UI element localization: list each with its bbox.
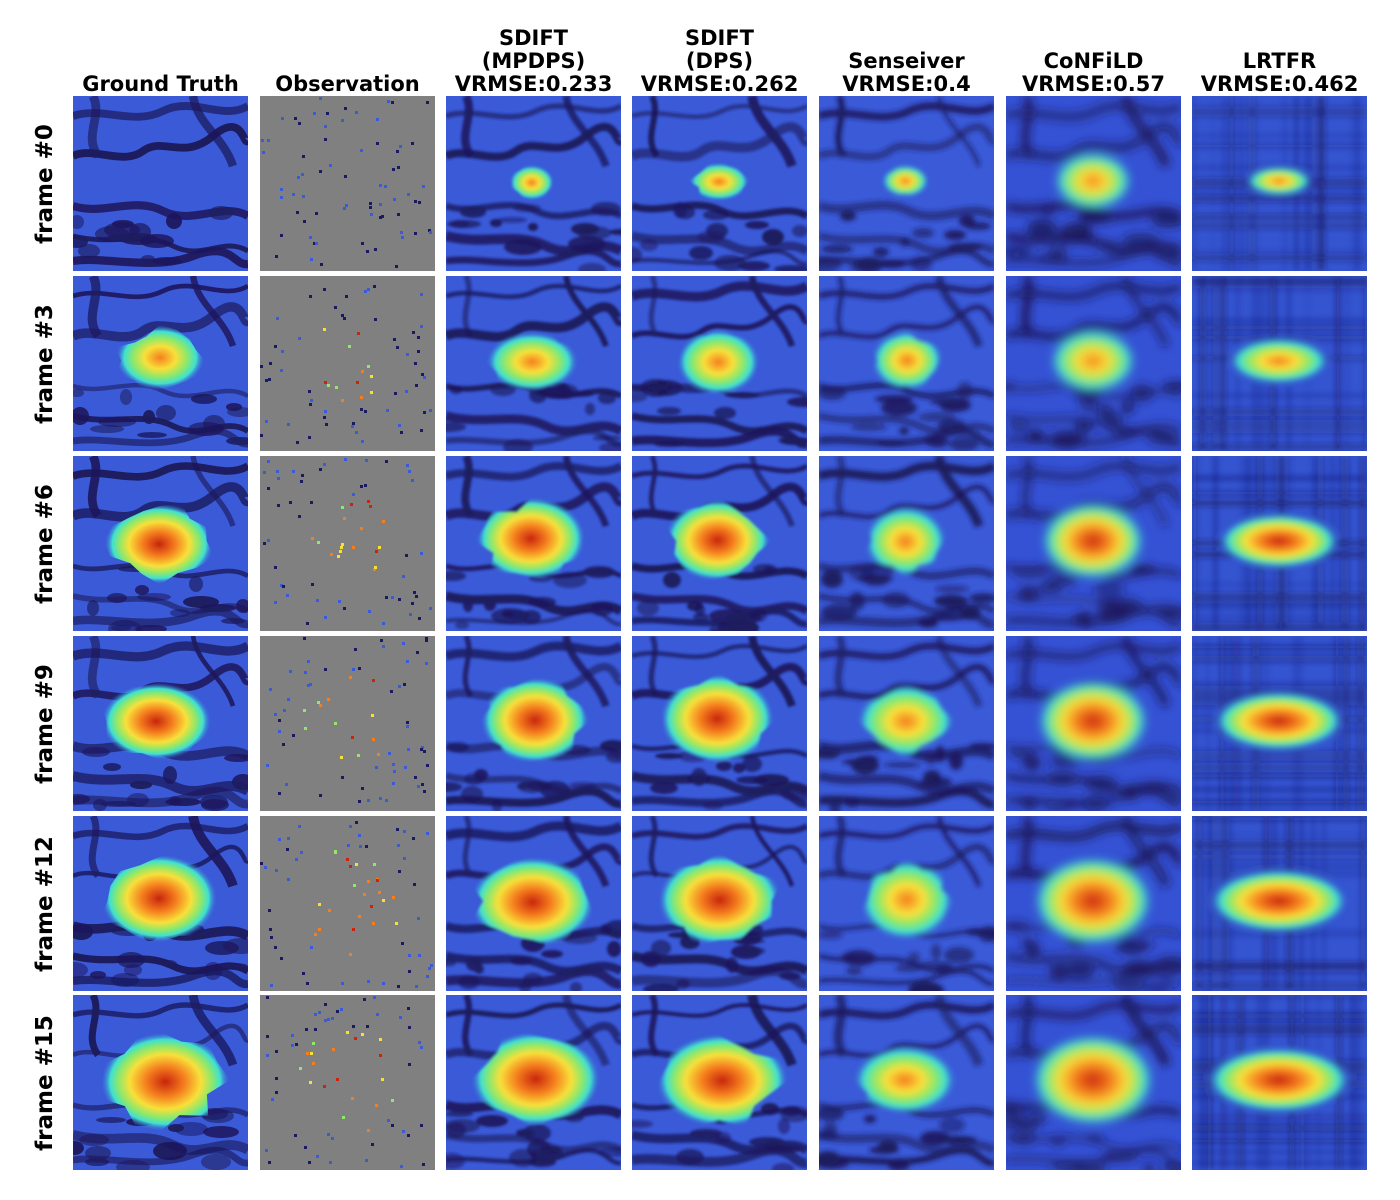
panel-gt-2 [73, 456, 248, 631]
column-title-line: (MPDPS) [481, 49, 586, 73]
panel-lrtfr-4 [1192, 816, 1367, 991]
column-title-line: Senseiver [848, 49, 965, 73]
panel-obs-0 [260, 96, 435, 271]
row-label-text: frame #3 [32, 303, 58, 424]
panel-sdift_mp-5 [446, 995, 621, 1170]
panel-sdift_dps-4 [632, 816, 807, 991]
panel-sense-3 [819, 636, 994, 811]
panel-lrtfr-5 [1192, 995, 1367, 1170]
panel-lrtfr-2 [1192, 456, 1367, 631]
panel-confild-2 [1006, 456, 1181, 631]
panel-sense-5 [819, 995, 994, 1170]
panel-sense-0 [819, 96, 994, 271]
column-title-line: Ground Truth [82, 72, 239, 96]
column-title-line: (DPS) [685, 49, 754, 73]
panel-sdift_mp-2 [446, 456, 621, 631]
panel-obs-1 [260, 276, 435, 451]
column-title-obs: Observation [255, 20, 441, 96]
panel-sdift_dps-3 [632, 636, 807, 811]
panel-sdift_dps-1 [632, 276, 807, 451]
column-title-lrtfr: LRTFR VRMSE:0.462 [1187, 20, 1373, 96]
column-title-line: Observation [275, 72, 420, 96]
panel-sdift_mp-0 [446, 96, 621, 271]
column-title-line: VRMSE:0.57 [1021, 72, 1165, 96]
row-label-text: frame #15 [32, 1014, 59, 1151]
row-label-text: frame #12 [32, 835, 59, 972]
column-title-line: VRMSE:0.262 [640, 72, 799, 96]
column-title-confild: CoNFiLD VRMSE:0.57 [1001, 20, 1187, 96]
column-title-line: CoNFiLD [1043, 49, 1144, 73]
column-title-sdift_dps: SDIFT (DPS) VRMSE:0.262 [627, 20, 813, 96]
panel-confild-5 [1006, 995, 1181, 1170]
panel-sense-1 [819, 276, 994, 451]
panel-lrtfr-0 [1192, 96, 1367, 271]
panel-sdift_mp-1 [446, 276, 621, 451]
panel-obs-4 [260, 816, 435, 991]
panel-gt-4 [73, 816, 248, 991]
panel-gt-1 [73, 276, 248, 451]
column-title-sdift_mp: SDIFT (MPDPS) VRMSE:0.233 [441, 20, 627, 96]
row-label-text: frame #0 [32, 123, 58, 244]
column-title-sense: Senseiver VRMSE:0.4 [814, 20, 1000, 96]
panel-confild-3 [1006, 636, 1181, 811]
panel-gt-3 [73, 636, 248, 811]
panel-lrtfr-3 [1192, 636, 1367, 811]
row-label-text: frame #9 [32, 663, 58, 784]
panel-sdift_dps-2 [632, 456, 807, 631]
panel-obs-2 [260, 456, 435, 631]
panel-sdift_dps-5 [632, 995, 807, 1170]
column-title-line: SDIFT [684, 26, 755, 50]
row-label-text: frame #6 [32, 483, 58, 604]
panel-lrtfr-1 [1192, 276, 1367, 451]
column-title-line: SDIFT [498, 26, 569, 50]
column-title-line: VRMSE:0.4 [842, 72, 971, 96]
panel-sdift_dps-0 [632, 96, 807, 271]
panel-sense-2 [819, 456, 994, 631]
panel-gt-0 [73, 96, 248, 271]
panel-confild-4 [1006, 816, 1181, 991]
panel-obs-5 [260, 995, 435, 1170]
panel-sdift_mp-4 [446, 816, 621, 991]
column-title-line: VRMSE:0.462 [1200, 72, 1359, 96]
panel-gt-5 [73, 995, 248, 1170]
panel-sense-4 [819, 816, 994, 991]
panel-sdift_mp-3 [446, 636, 621, 811]
column-title-line: LRTFR [1242, 49, 1317, 73]
panel-confild-1 [1006, 276, 1181, 451]
column-title-line: VRMSE:0.233 [454, 72, 613, 96]
panel-obs-3 [260, 636, 435, 811]
panel-confild-0 [1006, 96, 1181, 271]
column-title-gt: Ground Truth [68, 20, 254, 96]
